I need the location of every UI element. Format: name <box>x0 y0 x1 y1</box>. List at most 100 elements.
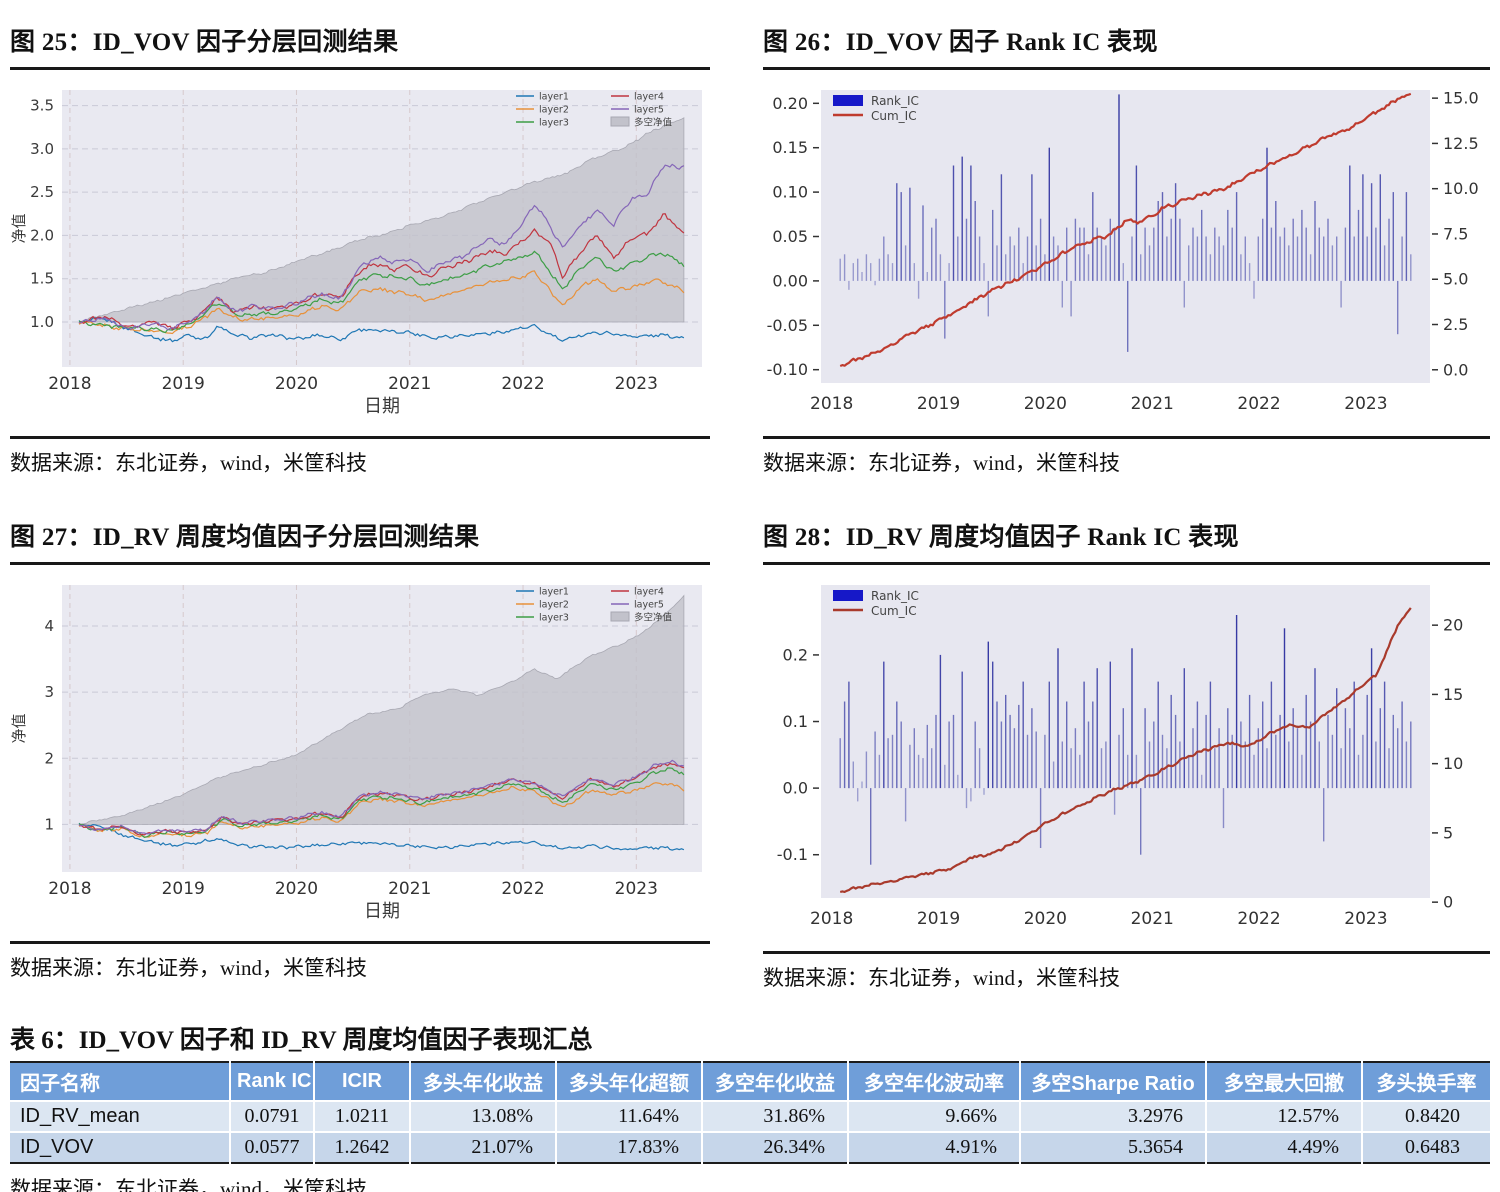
svg-text:0.2: 0.2 <box>783 645 808 664</box>
figure-27-block: 图 27：ID_RV 周度均值因子分层回测结果 1 2 3 4 2018 2019 2020… <box>10 517 710 992</box>
svg-text:3.5: 3.5 <box>30 97 54 115</box>
cell: 13.08% <box>410 1100 557 1132</box>
svg-text:2023: 2023 <box>1344 909 1387 929</box>
svg-text:2018: 2018 <box>810 909 853 929</box>
svg-text:10: 10 <box>1443 754 1463 773</box>
table-header-row: 因子名称 Rank IC ICIR 多头年化收益 多头年化超额 多空年化收益 多… <box>10 1062 1490 1101</box>
svg-text:1.0: 1.0 <box>30 313 54 331</box>
svg-text:1: 1 <box>44 815 54 833</box>
svg-text:5.0: 5.0 <box>1443 270 1468 289</box>
svg-text:多空净值: 多空净值 <box>634 612 673 624</box>
svg-text:3: 3 <box>44 683 54 701</box>
cell: 31.86% <box>702 1100 849 1132</box>
header-cell: ICIR <box>314 1062 411 1101</box>
svg-text:0: 0 <box>1443 893 1453 912</box>
figure-25-source: 数据来源：东北证券，wind，米筐科技 <box>10 436 710 477</box>
svg-text:2022: 2022 <box>501 879 544 899</box>
svg-text:2018: 2018 <box>48 374 91 394</box>
svg-text:layer2: layer2 <box>539 600 569 611</box>
svg-text:Rank_IC: Rank_IC <box>871 589 919 603</box>
cell: 1.2642 <box>314 1131 411 1163</box>
svg-text:1.5: 1.5 <box>30 270 54 288</box>
svg-text:0.15: 0.15 <box>772 138 808 157</box>
header-cell: 多空最大回撤 <box>1206 1062 1363 1101</box>
svg-text:layer1: layer1 <box>539 92 569 103</box>
svg-text:-0.05: -0.05 <box>767 316 808 335</box>
svg-text:layer3: layer3 <box>539 613 569 624</box>
svg-text:净值: 净值 <box>10 713 28 743</box>
svg-text:净值: 净值 <box>10 213 28 243</box>
header-cell: 多头年化超额 <box>556 1062 703 1101</box>
svg-text:7.5: 7.5 <box>1443 224 1468 243</box>
figure-25-title: 图 25：ID_VOV 因子分层回测结果 <box>10 22 710 70</box>
svg-text:10.0: 10.0 <box>1443 179 1479 198</box>
header-cell: 因子名称 <box>10 1062 231 1101</box>
svg-text:2018: 2018 <box>810 394 853 414</box>
cell: 17.83% <box>556 1131 703 1163</box>
svg-text:2020: 2020 <box>275 879 318 899</box>
table-6-source: 数据来源：东北证券，wind，米筐科技 <box>10 1177 367 1192</box>
svg-text:layer1: layer1 <box>539 587 569 598</box>
svg-text:2020: 2020 <box>1024 909 1067 929</box>
figure-28-block: 图 28：ID_RV 周度均值因子 Rank IC 表现 0.2 0.1 0.0 -0… <box>763 517 1490 992</box>
svg-text:layer4: layer4 <box>634 587 664 598</box>
svg-text:2023: 2023 <box>615 879 658 899</box>
svg-text:4: 4 <box>44 617 54 635</box>
svg-text:2: 2 <box>44 749 54 767</box>
cell: 0.0577 <box>230 1131 315 1163</box>
figure-27-source: 数据来源：东北证券，wind，米筐科技 <box>10 941 710 982</box>
table-6-block: 表 6：ID_VOV 因子和 ID_RV 周度均值因子表现汇总 因子名称 Ran… <box>10 1020 1490 1192</box>
cell: 12.57% <box>1206 1100 1363 1132</box>
figure-26-chart-wrap: 0.20 0.15 0.10 0.05 0.00 -0.05 -0.10 15.0 12.5 10… <box>763 84 1490 424</box>
svg-text:-0.1: -0.1 <box>777 845 808 864</box>
svg-text:2023: 2023 <box>615 374 658 394</box>
cell: 3.2976 <box>1020 1100 1207 1132</box>
figure-26-source: 数据来源：东北证券，wind，米筐科技 <box>763 436 1490 477</box>
svg-text:日期: 日期 <box>364 901 400 922</box>
cell: 26.34% <box>702 1131 849 1163</box>
svg-text:-0.10: -0.10 <box>767 360 808 379</box>
svg-text:2021: 2021 <box>388 879 431 899</box>
svg-text:2.0: 2.0 <box>30 226 54 244</box>
cell: 0.8420 <box>1362 1100 1490 1132</box>
svg-text:2021: 2021 <box>1131 394 1174 414</box>
svg-text:0.1: 0.1 <box>783 712 808 731</box>
header-cell: 多空年化收益 <box>702 1062 849 1101</box>
svg-text:2018: 2018 <box>48 879 91 899</box>
svg-text:2020: 2020 <box>275 374 318 394</box>
figure-28-chart-wrap: 0.2 0.1 0.0 -0.1 20 15 10 5 0 2018 2019 2020 2021 202… <box>763 579 1490 939</box>
svg-text:2020: 2020 <box>1024 394 1067 414</box>
cell: 9.66% <box>848 1100 1021 1132</box>
header-cell: 多头换手率 <box>1362 1062 1490 1101</box>
figure-26-rankic-chart: 0.20 0.15 0.10 0.05 0.00 -0.05 -0.10 15.0 12.5 10… <box>767 89 1479 414</box>
svg-text:Rank_IC: Rank_IC <box>871 94 919 108</box>
svg-text:15.0: 15.0 <box>1443 89 1479 108</box>
svg-text:2019: 2019 <box>162 879 205 899</box>
cell: 0.0791 <box>230 1100 315 1132</box>
cell: 11.64% <box>556 1100 703 1132</box>
header-cell: 多空年化波动率 <box>848 1062 1021 1101</box>
cell: 4.49% <box>1206 1131 1363 1163</box>
svg-text:2022: 2022 <box>501 374 544 394</box>
svg-text:2019: 2019 <box>162 374 205 394</box>
svg-text:0.20: 0.20 <box>772 94 808 113</box>
svg-text:日期: 日期 <box>364 396 400 417</box>
table-6-title: 表 6：ID_VOV 因子和 ID_RV 周度均值因子表现汇总 <box>10 1027 593 1054</box>
svg-text:20: 20 <box>1443 616 1463 635</box>
svg-text:layer3: layer3 <box>539 118 569 129</box>
cell: 0.6483 <box>1362 1131 1490 1163</box>
svg-text:5: 5 <box>1443 823 1453 842</box>
factor-summary-table: 因子名称 Rank IC ICIR 多头年化收益 多头年化超额 多空年化收益 多… <box>10 1061 1490 1164</box>
figure-25-block: 图 25：ID_VOV 因子分层回测结果 1.0 1.5 2.0 2.5 3.0 3.5 2… <box>10 22 710 477</box>
svg-text:Cum_IC: Cum_IC <box>871 604 917 618</box>
figure-27-chart-wrap: 1 2 3 4 2018 2019 2020 2021 2022 2023 净值日期 layer1 la… <box>10 579 710 929</box>
svg-text:2019: 2019 <box>917 909 960 929</box>
table-row: ID_RV_mean 0.0791 1.0211 13.08% 11.64% 3… <box>10 1100 1490 1132</box>
svg-text:2022: 2022 <box>1237 909 1280 929</box>
cell: 21.07% <box>410 1131 557 1163</box>
cell-factor-name: ID_VOV <box>10 1131 231 1163</box>
svg-text:layer4: layer4 <box>634 92 664 103</box>
cell: 5.3654 <box>1020 1131 1207 1163</box>
svg-text:0.0: 0.0 <box>1443 360 1468 379</box>
